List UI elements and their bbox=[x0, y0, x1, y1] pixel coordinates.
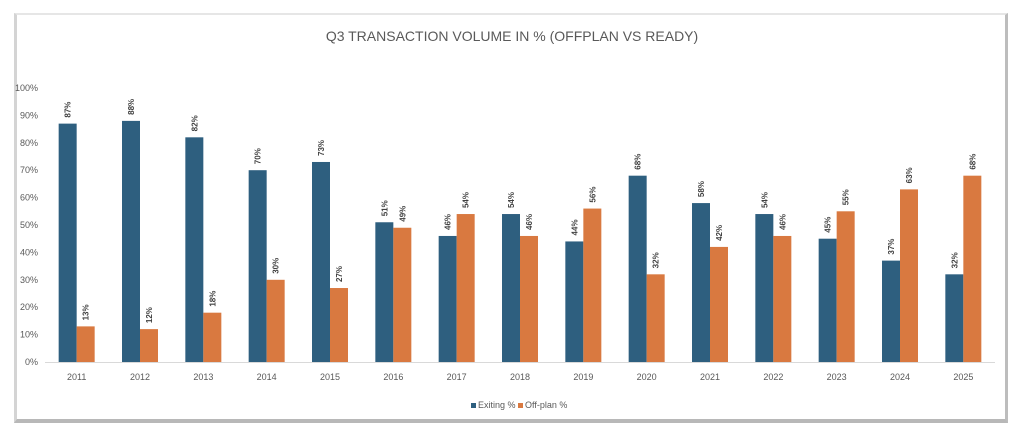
data-label-offplan-2021: 42% bbox=[715, 225, 724, 241]
bar-exiting-2024 bbox=[882, 260, 900, 362]
data-label-exiting-2019: 44% bbox=[570, 219, 579, 235]
bar-offplan-2012 bbox=[140, 329, 158, 362]
bar-offplan-2022 bbox=[773, 235, 792, 362]
bar-exiting-2025 bbox=[945, 274, 964, 362]
y-tick-label: 40% bbox=[20, 247, 38, 257]
bar-exiting-2011 bbox=[58, 123, 77, 363]
bar-offplan-2020 bbox=[646, 274, 665, 362]
data-label-exiting-2017: 46% bbox=[444, 214, 453, 230]
bar-exiting-2018 bbox=[502, 214, 520, 362]
x-tick-label: 2025 bbox=[953, 372, 973, 382]
data-label-offplan-2015: 27% bbox=[335, 266, 344, 282]
y-tick-label: 60% bbox=[20, 193, 38, 203]
bar-offplan-2023 bbox=[836, 211, 855, 362]
data-label-exiting-2016: 51% bbox=[380, 200, 389, 216]
data-label-offplan-2020: 32% bbox=[652, 252, 661, 268]
data-label-exiting-2014: 70% bbox=[254, 148, 263, 164]
data-label-exiting-2015: 73% bbox=[317, 140, 326, 156]
bar-offplan-2013 bbox=[203, 312, 222, 362]
bar-exiting-2014 bbox=[248, 170, 267, 362]
bar-offplan-2014 bbox=[266, 279, 285, 362]
x-tick-label: 2011 bbox=[67, 372, 86, 382]
data-label-offplan-2014: 30% bbox=[272, 258, 281, 274]
bar-offplan-2025 bbox=[963, 175, 982, 362]
bar-exiting-2021 bbox=[692, 203, 710, 362]
y-tick-label: 20% bbox=[20, 302, 38, 312]
bar-offplan-2019 bbox=[583, 208, 602, 362]
legend-swatch-exiting bbox=[471, 403, 476, 408]
bar-exiting-2023 bbox=[818, 238, 837, 362]
x-tick-label: 2015 bbox=[320, 372, 340, 382]
bar-exiting-2017 bbox=[438, 235, 457, 362]
data-label-exiting-2018: 54% bbox=[507, 192, 516, 208]
data-label-exiting-2020: 68% bbox=[634, 154, 643, 170]
bar-offplan-2018 bbox=[520, 235, 538, 362]
legend-label-exiting: Exiting % bbox=[478, 400, 516, 410]
y-tick-label: 30% bbox=[20, 275, 38, 285]
data-label-offplan-2025: 68% bbox=[968, 154, 977, 170]
bar-offplan-2011 bbox=[76, 326, 95, 362]
bar-offplan-2021 bbox=[710, 246, 728, 362]
data-label-offplan-2019: 56% bbox=[588, 187, 597, 203]
data-label-offplan-2022: 46% bbox=[778, 214, 787, 230]
x-tick-label: 2022 bbox=[763, 372, 783, 382]
x-tick-label: 2014 bbox=[257, 372, 277, 382]
data-label-exiting-2012: 88% bbox=[127, 99, 136, 115]
data-label-offplan-2011: 13% bbox=[82, 304, 91, 320]
x-tick-label: 2024 bbox=[890, 372, 910, 382]
x-tick-label: 2023 bbox=[827, 372, 847, 382]
y-tick-label: 10% bbox=[20, 330, 38, 340]
bars bbox=[58, 120, 982, 363]
bar-offplan-2015 bbox=[330, 288, 348, 362]
x-tick-label: 2016 bbox=[383, 372, 403, 382]
data-label-exiting-2024: 37% bbox=[887, 239, 896, 255]
bar-exiting-2012 bbox=[122, 120, 140, 362]
data-label-exiting-2021: 58% bbox=[697, 181, 706, 197]
legend-swatch-offplan bbox=[518, 403, 523, 408]
x-tick-label: 2012 bbox=[130, 372, 150, 382]
y-tick-label: 100% bbox=[15, 83, 38, 93]
x-tick-label: 2019 bbox=[573, 372, 593, 382]
y-tick-label: 50% bbox=[20, 220, 38, 230]
bar-exiting-2019 bbox=[565, 241, 584, 362]
data-label-exiting-2022: 54% bbox=[760, 192, 769, 208]
x-tick-label: 2017 bbox=[447, 372, 467, 382]
bar-exiting-2022 bbox=[755, 214, 774, 362]
data-label-offplan-2024: 63% bbox=[905, 167, 914, 183]
data-label-offplan-2023: 55% bbox=[842, 189, 851, 205]
x-tick-label: 2020 bbox=[637, 372, 657, 382]
bar-offplan-2016 bbox=[393, 227, 412, 362]
legend-label-offplan: Off-plan % bbox=[525, 400, 567, 410]
data-label-offplan-2013: 18% bbox=[208, 291, 217, 307]
data-label-exiting-2023: 45% bbox=[824, 217, 833, 233]
y-tick-label: 80% bbox=[20, 138, 38, 148]
data-label-offplan-2017: 54% bbox=[462, 192, 471, 208]
x-tick-label: 2013 bbox=[193, 372, 213, 382]
data-label-offplan-2012: 12% bbox=[145, 307, 154, 323]
data-label-exiting-2011: 87% bbox=[64, 102, 73, 118]
data-label-exiting-2013: 82% bbox=[190, 115, 199, 131]
bar-exiting-2013 bbox=[185, 137, 204, 362]
data-label-exiting-2025: 32% bbox=[950, 252, 959, 268]
x-tick-label: 2021 bbox=[700, 372, 720, 382]
data-label-offplan-2016: 49% bbox=[398, 206, 407, 222]
x-tick-label: 2018 bbox=[510, 372, 530, 382]
data-labels: 87% 13% 88% 12% 82% 18% 70% 30% 73% 27% 51% 49% 46% 5… bbox=[64, 99, 978, 323]
y-tick-label: 70% bbox=[20, 165, 38, 175]
y-axis: 0% 10% 20% 30% 40% 50% 60% 70% 80% 90% 100% bbox=[15, 83, 38, 367]
y-tick-label: 90% bbox=[20, 110, 38, 120]
x-axis: 2011 2012 2013 2014 2015 2016 2017 2018 2019 2020… bbox=[67, 372, 973, 382]
y-tick-label: 0% bbox=[25, 357, 38, 367]
bar-offplan-2017 bbox=[456, 214, 475, 362]
chart-title: Q3 TRANSACTION VOLUME IN % (OFFPLAN VS R… bbox=[326, 28, 698, 44]
data-label-offplan-2018: 46% bbox=[525, 214, 534, 230]
bar-exiting-2016 bbox=[375, 222, 394, 362]
bar-exiting-2020 bbox=[628, 175, 647, 362]
bar-exiting-2015 bbox=[312, 161, 330, 362]
bar-offplan-2024 bbox=[900, 189, 918, 362]
legend: Exiting % Off-plan % bbox=[471, 400, 567, 410]
